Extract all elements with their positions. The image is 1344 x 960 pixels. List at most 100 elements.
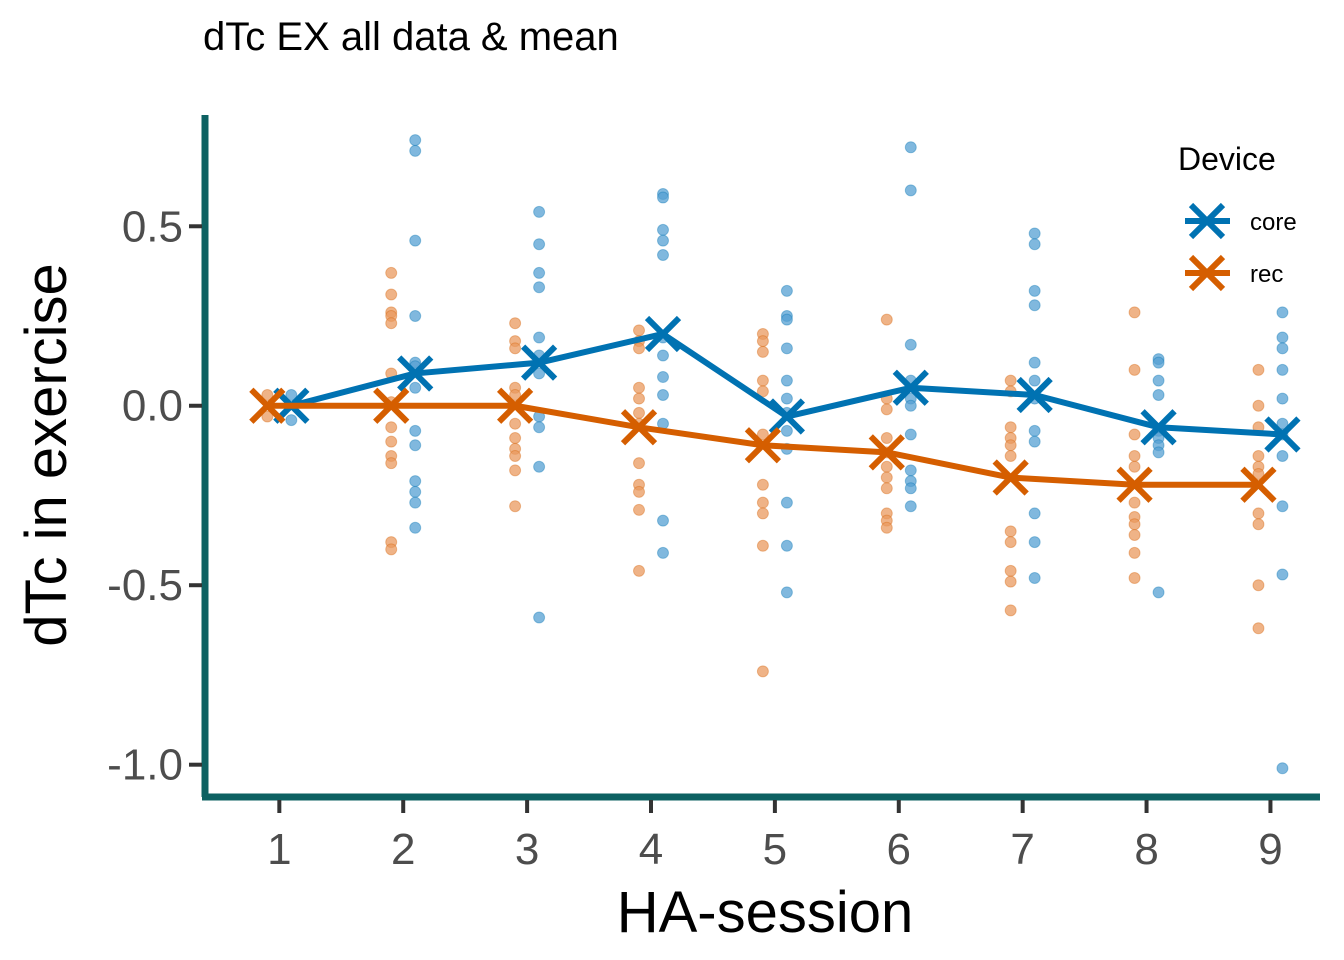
data-point-rec-68 (1004, 564, 1017, 577)
data-point-core-12 (409, 485, 422, 498)
data-point-core-15 (533, 205, 546, 218)
data-point-rec-55 (880, 471, 893, 484)
data-point-core-65 (1028, 356, 1041, 369)
data-point-rec-24 (509, 464, 522, 477)
data-point-rec-45 (756, 496, 769, 509)
data-point-core-48 (780, 539, 793, 552)
mean-marker-core-6 (1016, 376, 1053, 414)
data-point-rec-42 (756, 385, 769, 398)
data-point-core-34 (657, 388, 669, 401)
data-point-core-38 (780, 284, 793, 297)
data-point-rec-12 (385, 457, 398, 470)
legend-key-marker-rec-stroke-b (1188, 254, 1226, 292)
mean-marker-rec-2-stroke-b (496, 387, 534, 424)
data-point-core-1 (285, 414, 298, 427)
mean-marker-core-2-stroke-b (520, 344, 558, 381)
legend-label-rec: rec (1250, 261, 1283, 288)
data-point-rec-62 (1004, 421, 1017, 434)
mean-marker-core-3-stroke-b (644, 315, 682, 353)
data-point-rec-76 (1128, 496, 1141, 509)
data-point-rec-56 (880, 482, 893, 495)
data-point-rec-73 (1128, 428, 1141, 441)
mean-marker-rec-3-stroke-b (620, 409, 658, 446)
data-point-core-5 (409, 310, 422, 323)
data-point-rec-0 (261, 388, 274, 401)
mean-marker-core-8-stroke-b (1264, 416, 1301, 453)
data-point-rec-20 (509, 417, 522, 430)
data-point-core-16 (533, 238, 546, 251)
data-point-rec-25 (509, 500, 522, 513)
data-point-core-19 (533, 331, 546, 344)
mean-marker-core-7 (1140, 409, 1177, 446)
legend-item-core: core (1185, 202, 1297, 240)
data-point-core-13 (409, 496, 422, 509)
data-point-core-41 (780, 342, 793, 355)
data-point-rec-40 (756, 345, 769, 358)
data-point-core-10 (409, 439, 422, 452)
legend: Device core rec (1178, 141, 1297, 292)
data-point-rec-17 (509, 342, 522, 355)
x-tick-label-7: 8 (1134, 825, 1158, 874)
data-point-rec-49 (880, 313, 893, 326)
mean-marker-core-6-stroke-b (1016, 376, 1053, 414)
data-point-rec-71 (1128, 306, 1141, 319)
data-point-core-64 (1028, 299, 1041, 312)
data-point-rec-70 (1004, 604, 1017, 617)
chart-title: dTc EX all data & mean (203, 15, 619, 59)
data-point-core-11 (409, 475, 422, 488)
data-point-core-52 (904, 338, 917, 351)
data-point-core-21 (533, 367, 546, 380)
data-point-rec-46 (756, 507, 769, 520)
data-point-core-56 (904, 428, 917, 441)
data-point-rec-10 (385, 435, 398, 448)
data-point-core-85 (1276, 363, 1289, 376)
data-point-core-62 (1028, 238, 1041, 251)
data-point-rec-44 (756, 478, 769, 491)
mean-marker-rec-3 (620, 409, 658, 446)
data-point-rec-87 (1252, 467, 1265, 480)
data-point-core-92 (1276, 762, 1289, 775)
data-point-core-91 (1276, 568, 1289, 581)
data-point-rec-74 (1128, 450, 1141, 462)
data-point-rec-35 (633, 485, 645, 498)
data-point-core-24 (533, 460, 546, 473)
y-tick-label-0: 0.5 (122, 202, 183, 251)
data-point-core-76 (1152, 388, 1165, 401)
data-point-rec-75 (1128, 460, 1141, 473)
mean-marker-rec-7-stroke-b (1116, 466, 1153, 503)
data-point-rec-82 (1252, 363, 1265, 376)
mean-marker-core-4-stroke-b (768, 398, 806, 435)
x-tick-label-4: 5 (763, 825, 787, 874)
data-point-core-72 (1028, 572, 1041, 585)
data-point-rec-51 (880, 403, 893, 416)
legend-key-marker-core-stroke-b (1188, 202, 1226, 240)
x-tick-label-5: 6 (887, 825, 911, 874)
x-tick-label-1: 2 (391, 825, 415, 874)
data-point-rec-91 (1252, 622, 1265, 635)
data-point-rec-1 (261, 410, 274, 423)
mean-marker-core-2 (520, 344, 558, 381)
data-point-core-0 (285, 388, 298, 401)
data-point-core-23 (533, 421, 546, 434)
data-point-rec-9 (385, 421, 398, 434)
data-point-core-59 (904, 482, 917, 495)
data-point-rec-39 (756, 335, 769, 348)
legend-label-core: core (1250, 209, 1297, 236)
ticks: 0.5 0.0 -0.5 -1.0 1 2 3 4 5 6 7 8 9 (107, 202, 1283, 874)
x-tick-label-6: 7 (1010, 825, 1034, 874)
data-point-core-66 (1028, 374, 1041, 387)
data-point-rec-21 (509, 432, 522, 445)
data-point-core-17 (533, 266, 546, 279)
data-point-core-60 (904, 500, 917, 513)
mean-marker-rec-8 (1240, 466, 1277, 503)
data-point-core-90 (1276, 500, 1289, 513)
data-point-core-50 (904, 141, 917, 154)
mean-marker-rec-1-stroke-b (373, 387, 410, 424)
x-tick-label-2: 3 (515, 825, 539, 874)
x-tick-label-3: 4 (639, 825, 663, 874)
data-point-rec-2 (385, 266, 398, 279)
data-point-core-61 (1028, 227, 1041, 240)
data-point-core-14 (409, 521, 422, 534)
data-point-rec-41 (756, 374, 769, 387)
